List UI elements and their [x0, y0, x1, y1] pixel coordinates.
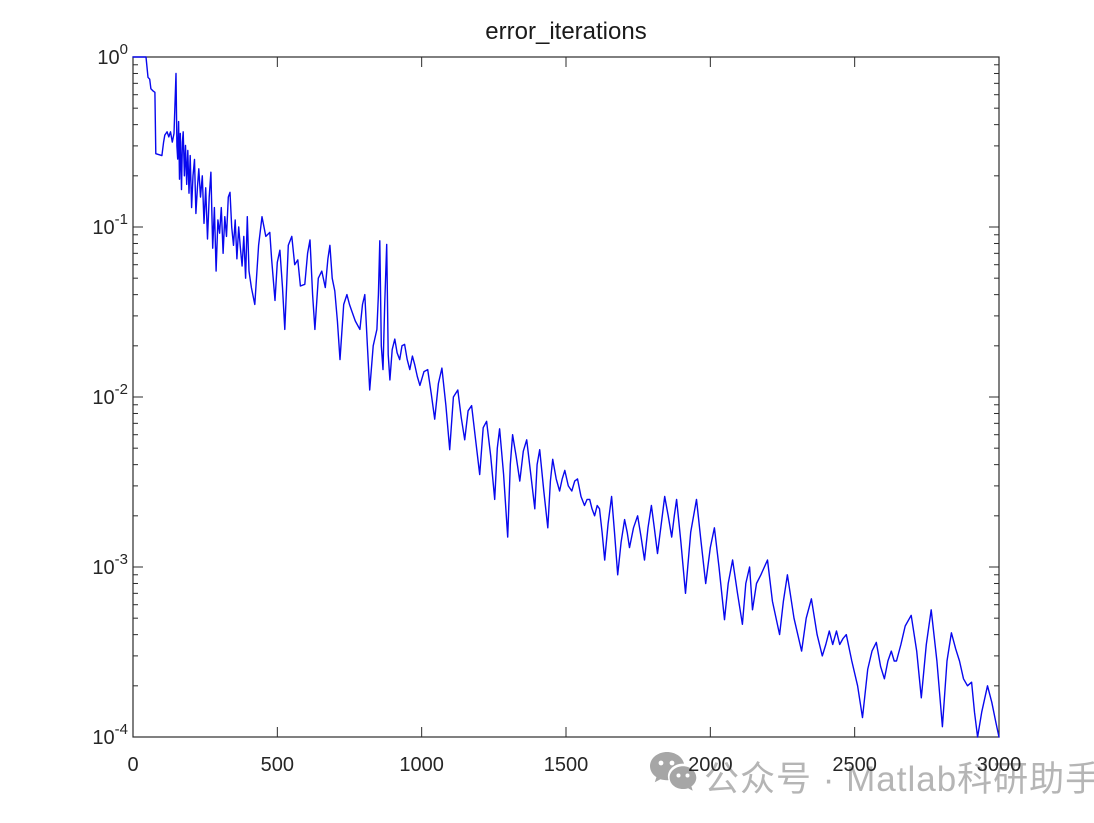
x-tick-label: 1000 — [399, 754, 444, 776]
axes-box — [132, 56, 1000, 738]
x-tick-label: 2500 — [832, 754, 877, 776]
x-tick-label: 3000 — [977, 754, 1022, 776]
x-tick-label: 1500 — [544, 754, 589, 776]
x-tick-label: 0 — [127, 754, 138, 776]
axis-ticks — [132, 56, 1000, 738]
y-tick-label: 100 — [97, 41, 128, 69]
axis-tick-labels: 0 500 1000 1500 2000 2500 3000 100 10-1 10-2 10-3 1… — [92, 41, 1021, 776]
error-series-line — [132, 56, 1000, 738]
chart-title: error_iterations — [485, 18, 647, 45]
y-tick-label: 10-4 — [92, 721, 128, 749]
y-tick-label: 10-3 — [92, 551, 128, 579]
y-tick-label: 10-1 — [92, 211, 128, 239]
y-tick-label: 10-2 — [92, 381, 128, 409]
x-tick-label: 2000 — [688, 754, 733, 776]
x-tick-label: 500 — [261, 754, 294, 776]
